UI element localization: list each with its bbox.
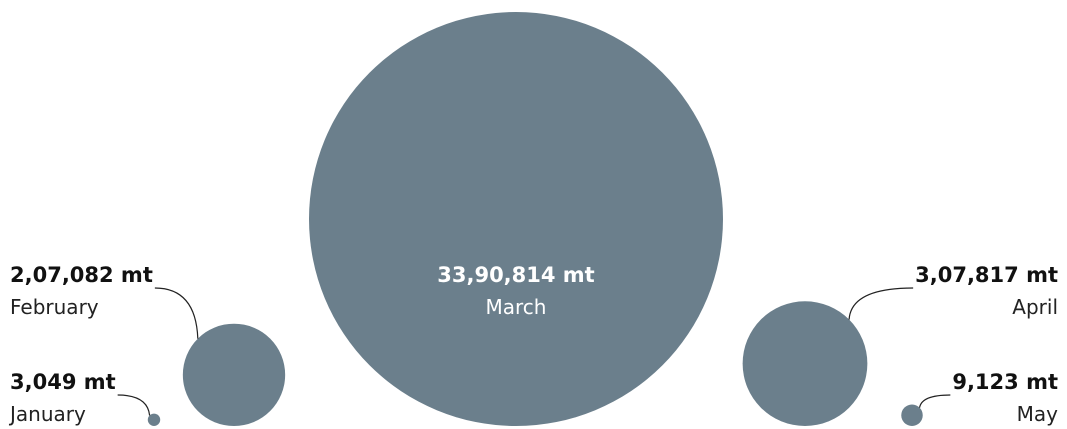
bubble-february bbox=[182, 323, 286, 426]
value-label-february: 2,07,082 mt bbox=[10, 263, 153, 287]
bubble-january bbox=[147, 413, 161, 426]
bubbles-group bbox=[147, 12, 923, 427]
leader-lines-group bbox=[117, 287, 951, 416]
month-label-april: April bbox=[1012, 295, 1058, 319]
value-label-january: 3,049 mt bbox=[10, 370, 116, 394]
leader-line-april bbox=[848, 287, 914, 320]
bubble-may bbox=[901, 404, 923, 427]
value-label-april: 3,07,817 mt bbox=[915, 263, 1058, 287]
bubble-april bbox=[742, 301, 868, 426]
month-label-february: February bbox=[10, 295, 99, 319]
month-label-may: May bbox=[1017, 402, 1059, 426]
value-label-march: 33,90,814 mt bbox=[437, 263, 594, 287]
leader-line-may bbox=[918, 394, 951, 408]
leader-line-february bbox=[154, 287, 199, 339]
month-label-march: March bbox=[486, 295, 547, 319]
bubble-march bbox=[309, 12, 723, 426]
labels-group: 3,049 mt January 2,07,082 mt February 33,90,… bbox=[8, 263, 1058, 426]
month-label-january: January bbox=[8, 402, 86, 426]
leader-line-january bbox=[117, 394, 151, 416]
value-label-may: 9,123 mt bbox=[952, 370, 1058, 394]
